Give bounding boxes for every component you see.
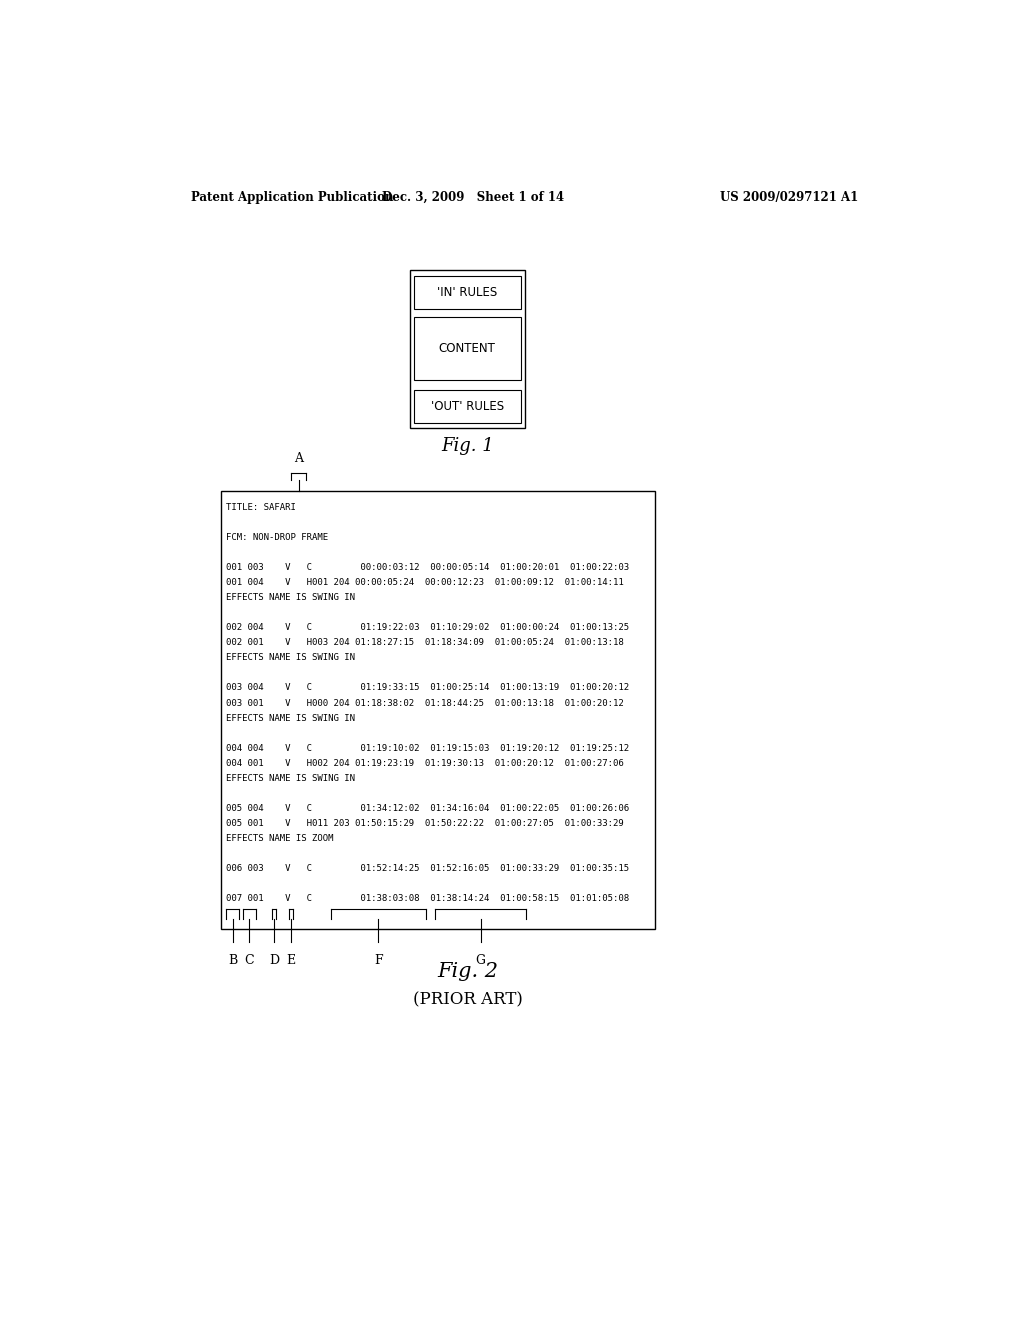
Text: 005 004    V   C         01:34:12:02  01:34:16:04  01:00:22:05  01:00:26:06: 005 004 V C 01:34:12:02 01:34:16:04 01:0… bbox=[226, 804, 630, 813]
Bar bbox=[414, 317, 521, 380]
Text: 001 003    V   C         00:00:03:12  00:00:05:14  01:00:20:01  01:00:22:03: 001 003 V C 00:00:03:12 00:00:05:14 01:0… bbox=[226, 564, 630, 572]
Text: 004 001    V   H002 204 01:19:23:19  01:19:30:13  01:00:20:12  01:00:27:06: 004 001 V H002 204 01:19:23:19 01:19:30:… bbox=[226, 759, 625, 768]
Text: 'OUT' RULES: 'OUT' RULES bbox=[431, 400, 504, 413]
Text: 003 004    V   C         01:19:33:15  01:00:25:14  01:00:13:19  01:00:20:12: 003 004 V C 01:19:33:15 01:00:25:14 01:0… bbox=[226, 684, 630, 693]
Text: 002 001    V   H003 204 01:18:27:15  01:18:34:09  01:00:05:24  01:00:13:18: 002 001 V H003 204 01:18:27:15 01:18:34:… bbox=[226, 639, 625, 647]
Text: Dec. 3, 2009   Sheet 1 of 14: Dec. 3, 2009 Sheet 1 of 14 bbox=[382, 191, 564, 205]
Bar bbox=[221, 491, 655, 929]
Text: US 2009/0297121 A1: US 2009/0297121 A1 bbox=[720, 191, 858, 205]
Text: CONTENT: CONTENT bbox=[439, 342, 496, 355]
Text: 004 004    V   C         01:19:10:02  01:19:15:03  01:19:20:12  01:19:25:12: 004 004 V C 01:19:10:02 01:19:15:03 01:1… bbox=[226, 743, 630, 752]
Text: EFFECTS NAME IS SWING IN: EFFECTS NAME IS SWING IN bbox=[226, 774, 355, 783]
Text: D: D bbox=[269, 954, 280, 968]
Text: Fig. 1: Fig. 1 bbox=[441, 437, 494, 455]
Text: G: G bbox=[475, 954, 485, 968]
Text: (PRIOR ART): (PRIOR ART) bbox=[413, 991, 522, 1008]
Bar bbox=[414, 391, 521, 422]
Text: 003 001    V   H000 204 01:18:38:02  01:18:44:25  01:00:13:18  01:00:20:12: 003 001 V H000 204 01:18:38:02 01:18:44:… bbox=[226, 698, 625, 708]
Text: TITLE: SAFARI: TITLE: SAFARI bbox=[226, 503, 296, 512]
Text: 001 004    V   H001 204 00:00:05:24  00:00:12:23  01:00:09:12  01:00:14:11: 001 004 V H001 204 00:00:05:24 00:00:12:… bbox=[226, 578, 625, 587]
Text: B: B bbox=[228, 954, 238, 968]
Text: EFFECTS NAME IS SWING IN: EFFECTS NAME IS SWING IN bbox=[226, 714, 355, 722]
Text: 007 001    V   C         01:38:03:08  01:38:14:24  01:00:58:15  01:01:05:08: 007 001 V C 01:38:03:08 01:38:14:24 01:0… bbox=[226, 894, 630, 903]
Text: EFFECTS NAME IS SWING IN: EFFECTS NAME IS SWING IN bbox=[226, 653, 355, 663]
Text: EFFECTS NAME IS ZOOM: EFFECTS NAME IS ZOOM bbox=[226, 834, 334, 843]
Text: 005 001    V   H011 203 01:50:15:29  01:50:22:22  01:00:27:05  01:00:33:29: 005 001 V H011 203 01:50:15:29 01:50:22:… bbox=[226, 818, 625, 828]
Text: A: A bbox=[294, 453, 303, 466]
Text: 006 003    V   C         01:52:14:25  01:52:16:05  01:00:33:29  01:00:35:15: 006 003 V C 01:52:14:25 01:52:16:05 01:0… bbox=[226, 865, 630, 873]
Text: Fig. 2: Fig. 2 bbox=[437, 962, 498, 981]
Text: 002 004    V   C         01:19:22:03  01:10:29:02  01:00:00:24  01:00:13:25: 002 004 V C 01:19:22:03 01:10:29:02 01:0… bbox=[226, 623, 630, 632]
Text: E: E bbox=[287, 954, 296, 968]
Text: Patent Application Publication: Patent Application Publication bbox=[191, 191, 394, 205]
Text: EFFECTS NAME IS SWING IN: EFFECTS NAME IS SWING IN bbox=[226, 593, 355, 602]
Text: 'IN' RULES: 'IN' RULES bbox=[437, 286, 498, 300]
Bar bbox=[410, 271, 525, 428]
Bar bbox=[414, 276, 521, 309]
Text: C: C bbox=[245, 954, 254, 968]
Text: FCM: NON-DROP FRAME: FCM: NON-DROP FRAME bbox=[226, 533, 329, 543]
Text: F: F bbox=[374, 954, 383, 968]
